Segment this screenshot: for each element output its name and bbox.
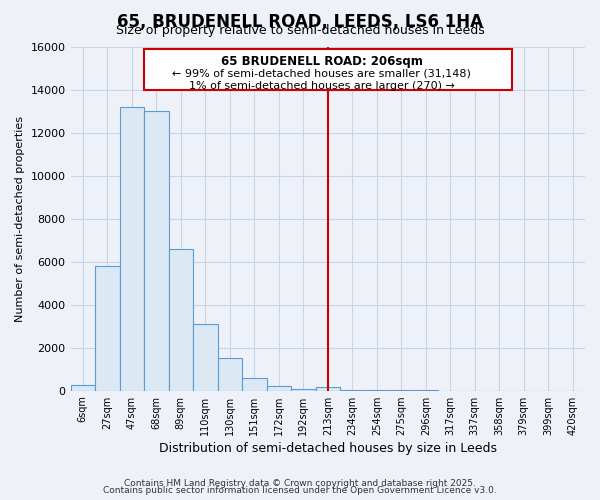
Text: Contains public sector information licensed under the Open Government Licence v3: Contains public sector information licen… xyxy=(103,486,497,495)
Bar xyxy=(71,384,95,390)
Text: 1% of semi-detached houses are larger (270) →: 1% of semi-detached houses are larger (2… xyxy=(189,81,455,91)
FancyBboxPatch shape xyxy=(144,48,512,90)
Bar xyxy=(144,111,169,390)
Y-axis label: Number of semi-detached properties: Number of semi-detached properties xyxy=(15,116,25,322)
Bar xyxy=(218,358,242,390)
Bar xyxy=(316,388,340,390)
Bar xyxy=(242,378,266,390)
Bar xyxy=(291,388,316,390)
Bar xyxy=(95,266,119,390)
Text: ← 99% of semi-detached houses are smaller (31,148): ← 99% of semi-detached houses are smalle… xyxy=(172,68,471,78)
X-axis label: Distribution of semi-detached houses by size in Leeds: Distribution of semi-detached houses by … xyxy=(159,442,497,455)
Bar xyxy=(169,248,193,390)
Bar xyxy=(193,324,218,390)
Text: Size of property relative to semi-detached houses in Leeds: Size of property relative to semi-detach… xyxy=(116,24,484,37)
Text: Contains HM Land Registry data © Crown copyright and database right 2025.: Contains HM Land Registry data © Crown c… xyxy=(124,478,476,488)
Text: 65, BRUDENELL ROAD, LEEDS, LS6 1HA: 65, BRUDENELL ROAD, LEEDS, LS6 1HA xyxy=(117,12,483,30)
Bar xyxy=(119,106,144,391)
Text: 65 BRUDENELL ROAD: 206sqm: 65 BRUDENELL ROAD: 206sqm xyxy=(221,55,422,68)
Bar xyxy=(266,386,291,390)
